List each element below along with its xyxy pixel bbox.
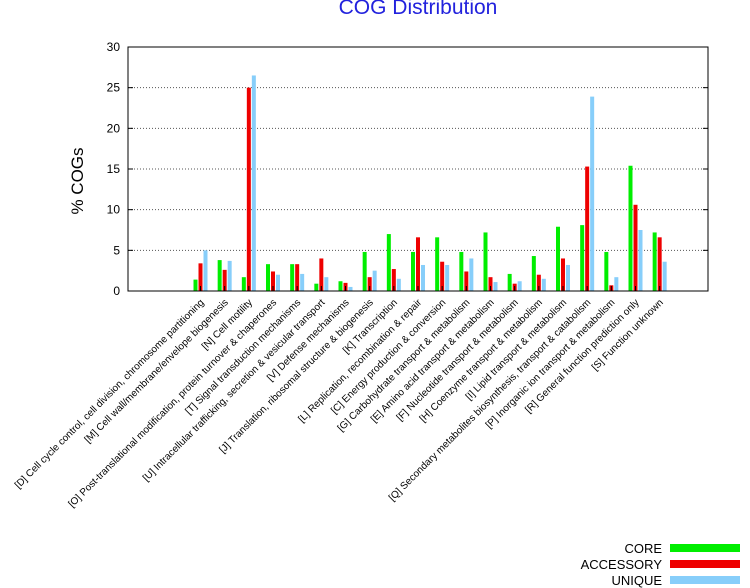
bar-core bbox=[507, 273, 512, 291]
bar-unique bbox=[324, 277, 329, 291]
legend-entry-unique: UNIQUE bbox=[581, 572, 740, 588]
bar-core bbox=[362, 251, 367, 291]
legend-entry-accessory: ACCESSORY bbox=[581, 556, 740, 572]
bar-core bbox=[652, 232, 657, 291]
legend-label-accessory: ACCESSORY bbox=[580, 556, 662, 572]
bar-core bbox=[580, 225, 585, 291]
y-axis-label: % COGs bbox=[68, 147, 87, 215]
bar-core bbox=[290, 264, 295, 291]
bar-core bbox=[217, 260, 222, 291]
legend-label-core: CORE bbox=[624, 540, 662, 556]
y-tick-label: 5 bbox=[113, 243, 120, 257]
bar-unique bbox=[590, 96, 595, 291]
bar-unique bbox=[469, 258, 474, 291]
bar-unique bbox=[662, 261, 667, 291]
plot-frame bbox=[127, 46, 709, 292]
bar-unique bbox=[396, 278, 401, 291]
bar-accessory bbox=[536, 274, 541, 291]
bar-accessory bbox=[246, 87, 251, 292]
bar-core bbox=[314, 283, 319, 291]
gridlines bbox=[128, 87, 708, 251]
axes bbox=[127, 46, 709, 292]
bar-unique bbox=[421, 264, 425, 291]
bar-unique bbox=[614, 277, 619, 291]
y-tick-label: 15 bbox=[107, 162, 121, 176]
bar-core bbox=[241, 277, 246, 291]
chart-title: COG Distribution bbox=[338, 0, 498, 19]
bar-accessory bbox=[222, 269, 227, 291]
bar-accessory bbox=[585, 166, 590, 291]
bar-core bbox=[483, 232, 488, 291]
bar-accessory bbox=[367, 277, 372, 291]
bar-unique bbox=[493, 282, 498, 291]
bar-unique bbox=[541, 278, 546, 291]
y-tick-label: 20 bbox=[107, 121, 121, 135]
y-tick-labels: 0 5 10 15 20 25 30 bbox=[107, 40, 121, 298]
bar-unique bbox=[300, 273, 305, 291]
y-tick-label: 30 bbox=[107, 40, 121, 54]
bar-unique bbox=[251, 75, 256, 291]
bar-core bbox=[193, 279, 198, 291]
bar-unique bbox=[348, 286, 353, 291]
y-tick-label: 25 bbox=[107, 81, 121, 95]
x-tick-labels: [D] Cell cycle control, cell division, c… bbox=[13, 297, 666, 510]
bar-accessory bbox=[391, 269, 396, 291]
bar-accessory bbox=[416, 237, 420, 291]
bar-core bbox=[628, 165, 633, 291]
bar-core bbox=[531, 256, 536, 291]
bar-unique bbox=[372, 270, 377, 291]
bar-core bbox=[459, 251, 464, 291]
legend-swatch-core bbox=[670, 544, 740, 552]
bar-core bbox=[411, 251, 415, 291]
bar-unique bbox=[276, 274, 280, 291]
bar-unique bbox=[445, 264, 450, 291]
bar-accessory bbox=[657, 237, 662, 291]
legend-entry-core: CORE bbox=[581, 540, 740, 556]
bar-core bbox=[556, 226, 560, 291]
legend-swatch-unique bbox=[670, 576, 740, 584]
bar-core bbox=[338, 281, 343, 291]
y-tick-label: 10 bbox=[107, 203, 121, 217]
bar-accessory bbox=[561, 258, 565, 291]
bar-accessory bbox=[440, 261, 445, 291]
y-tick-label: 0 bbox=[113, 284, 120, 298]
bar-accessory bbox=[488, 277, 493, 291]
bars bbox=[193, 75, 667, 292]
bar-accessory bbox=[464, 271, 469, 291]
bar-core bbox=[266, 264, 270, 291]
bar-unique bbox=[203, 250, 208, 291]
bar-unique bbox=[227, 260, 232, 291]
bar-accessory bbox=[271, 271, 275, 291]
legend-swatch-accessory bbox=[670, 560, 740, 568]
bar-unique bbox=[517, 281, 522, 291]
bar-accessory bbox=[633, 204, 638, 291]
bar-unique bbox=[566, 264, 570, 291]
bar-core bbox=[435, 237, 440, 291]
legend: CORE ACCESSORY UNIQUE bbox=[581, 540, 740, 588]
legend-label-unique: UNIQUE bbox=[611, 572, 662, 588]
bar-accessory bbox=[198, 263, 203, 291]
bar-unique bbox=[638, 230, 643, 291]
bar-accessory bbox=[295, 264, 300, 291]
bar-accessory bbox=[319, 258, 324, 291]
bar-core bbox=[604, 251, 609, 291]
bar-core bbox=[386, 234, 391, 291]
